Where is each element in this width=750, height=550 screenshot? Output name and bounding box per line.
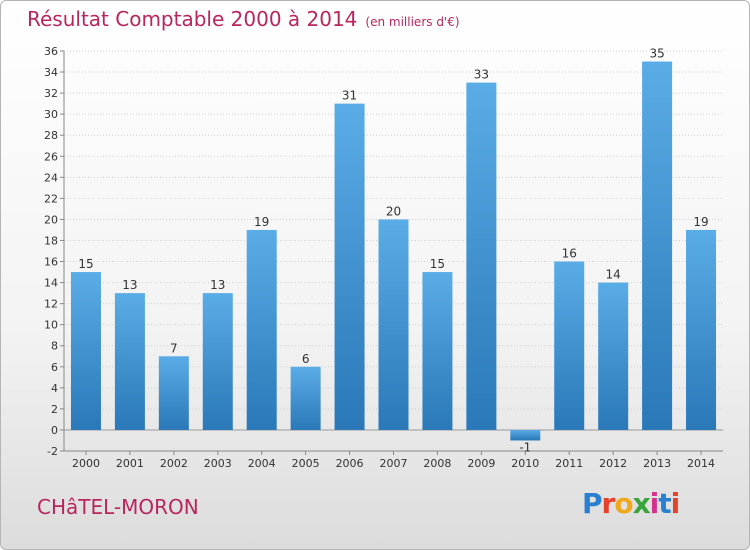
bar bbox=[598, 282, 629, 430]
x-tick-label: 2003 bbox=[204, 457, 232, 470]
x-tick-label: 2004 bbox=[248, 457, 276, 470]
x-tick-label: 2006 bbox=[336, 457, 364, 470]
bar bbox=[158, 356, 189, 430]
y-tick-label: 4 bbox=[51, 382, 58, 395]
bar bbox=[554, 261, 585, 430]
y-tick-label: 16 bbox=[44, 256, 58, 269]
logo-letter: t bbox=[658, 487, 671, 520]
logo-letter: P bbox=[582, 487, 603, 520]
x-tick-label: 2011 bbox=[555, 457, 583, 470]
logo-letter: x bbox=[632, 487, 651, 520]
bar bbox=[114, 293, 145, 430]
x-tick-label: 2000 bbox=[72, 457, 100, 470]
bar bbox=[70, 272, 101, 430]
bar bbox=[246, 229, 277, 430]
y-tick-label: 30 bbox=[44, 108, 58, 121]
bar bbox=[202, 293, 233, 430]
y-tick-label: 18 bbox=[44, 234, 58, 247]
data-label: 7 bbox=[170, 341, 178, 355]
y-tick-label: 2 bbox=[51, 403, 58, 416]
bar bbox=[290, 366, 321, 430]
y-tick-label: 12 bbox=[44, 298, 58, 311]
y-tick-label: 28 bbox=[44, 129, 58, 142]
data-label: 6 bbox=[302, 352, 310, 366]
data-label: 20 bbox=[386, 204, 401, 218]
x-tick-label: 2010 bbox=[511, 457, 539, 470]
x-tick-label: 2008 bbox=[423, 457, 451, 470]
data-label: 13 bbox=[122, 278, 137, 292]
x-axis: 2000 2001 2002 2003 2004 2005 2006 2007 2008 2009… bbox=[64, 429, 723, 470]
y-tick-label: 6 bbox=[51, 361, 58, 374]
data-labels: 15 13 7 13 19 6 31 20 15 33 -1 16 14 35 19 bbox=[78, 47, 708, 455]
y-tick-label: -2 bbox=[47, 445, 58, 458]
proxiti-logo[interactable]: Proxiti bbox=[582, 487, 681, 520]
x-tick-label: 2005 bbox=[292, 457, 320, 470]
data-label: 33 bbox=[474, 68, 489, 82]
bars bbox=[70, 61, 717, 441]
data-label: 16 bbox=[562, 247, 577, 261]
data-label: 15 bbox=[430, 257, 445, 271]
y-tick-label: 32 bbox=[44, 87, 58, 100]
data-label: 35 bbox=[649, 47, 664, 61]
chart-title: Résultat Comptable 2000 à 2014 (en millie… bbox=[27, 7, 460, 31]
bar bbox=[686, 229, 717, 430]
y-tick-label: 26 bbox=[44, 150, 58, 163]
y-tick-label: 0 bbox=[51, 424, 58, 437]
y-tick-label: 10 bbox=[44, 319, 58, 332]
y-tick-label: 24 bbox=[44, 171, 58, 184]
logo-letter: i bbox=[670, 487, 681, 520]
data-label: -1 bbox=[519, 440, 531, 454]
bar bbox=[510, 429, 541, 441]
x-tick-label: 2009 bbox=[467, 457, 495, 470]
x-tick-label: 2012 bbox=[599, 457, 627, 470]
bar bbox=[334, 103, 365, 430]
commune-name: CHâTEL-MORON bbox=[37, 495, 199, 519]
logo-letter: i bbox=[649, 487, 660, 520]
bar bbox=[378, 219, 409, 430]
logo-letter: o bbox=[614, 487, 633, 520]
chart-title-unit: (en milliers d'€) bbox=[365, 15, 460, 29]
data-label: 15 bbox=[78, 257, 93, 271]
y-tick-label: 36 bbox=[44, 45, 58, 58]
x-tick-label: 2001 bbox=[116, 457, 144, 470]
data-label: 14 bbox=[606, 268, 621, 282]
y-tick-label: 14 bbox=[44, 277, 58, 290]
bar bbox=[422, 272, 453, 430]
x-tick-label: 2014 bbox=[687, 457, 715, 470]
bar bbox=[642, 61, 673, 430]
data-label: 19 bbox=[693, 215, 708, 229]
x-tick-label: 2007 bbox=[380, 457, 408, 470]
x-tick-label: 2002 bbox=[160, 457, 188, 470]
logo-letter: r bbox=[601, 487, 616, 520]
data-label: 13 bbox=[210, 278, 225, 292]
bar bbox=[466, 82, 497, 430]
y-tick-label: 8 bbox=[51, 340, 58, 353]
y-tick-label: 20 bbox=[44, 213, 58, 226]
data-label: 19 bbox=[254, 215, 269, 229]
chart-title-text: Résultat Comptable 2000 à 2014 bbox=[27, 7, 358, 31]
x-tick-label: 2013 bbox=[643, 457, 671, 470]
data-label: 31 bbox=[342, 89, 357, 103]
y-tick-label: 22 bbox=[44, 192, 58, 205]
y-tick-label: 34 bbox=[44, 66, 58, 79]
